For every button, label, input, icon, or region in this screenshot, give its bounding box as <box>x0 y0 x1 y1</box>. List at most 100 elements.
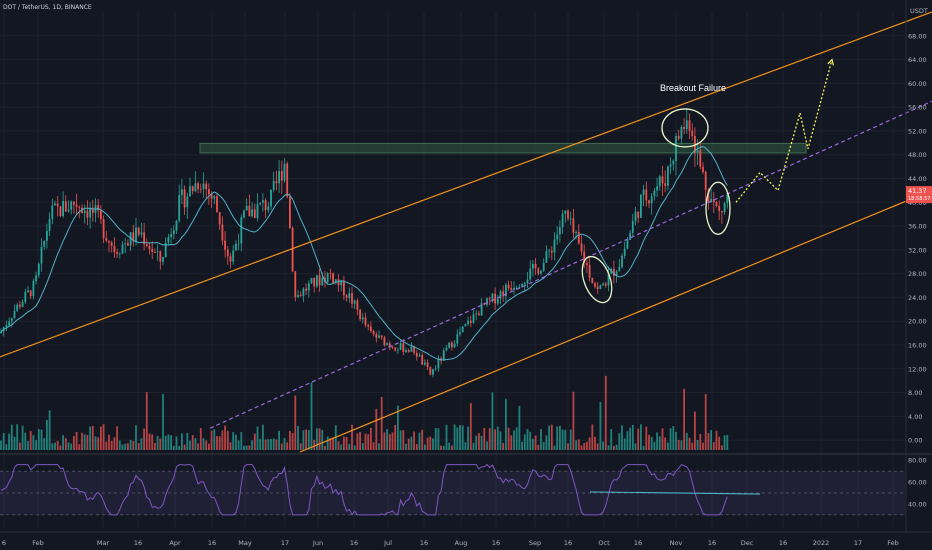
volume-bar <box>432 438 434 450</box>
volume-bar <box>583 443 586 450</box>
volume-bar <box>561 429 564 450</box>
candle-body <box>429 367 432 375</box>
volume-bar <box>145 392 148 450</box>
volume-bar <box>267 439 270 450</box>
candle-body <box>359 309 361 320</box>
volume-bar <box>94 436 97 450</box>
candle-body <box>604 283 607 286</box>
candle-body <box>397 349 399 351</box>
volume-bar <box>688 437 691 450</box>
volume-bar <box>372 442 375 450</box>
volume-bar <box>189 440 191 450</box>
candle-body <box>129 232 132 246</box>
candle-body <box>532 263 534 269</box>
volume-bar <box>356 433 359 450</box>
candle-body <box>613 268 615 276</box>
candle-body <box>356 300 359 310</box>
candle-body <box>310 277 313 284</box>
candle-body <box>191 186 194 192</box>
volume-bar <box>259 438 262 450</box>
volume-bar <box>421 429 424 450</box>
volume-bar <box>683 388 685 450</box>
candle-body <box>715 202 718 207</box>
recent-low-circle <box>705 181 731 235</box>
candle-body <box>361 317 364 320</box>
volume-bar <box>294 395 297 450</box>
candle-body <box>699 150 702 167</box>
volume-bar <box>615 444 618 450</box>
candle-body <box>181 189 183 195</box>
candle-body <box>642 189 645 195</box>
volume-bar <box>73 436 75 450</box>
candle-body <box>505 284 507 297</box>
volume-bar <box>410 436 413 450</box>
volume-bar <box>537 444 540 450</box>
candle-body <box>637 211 640 218</box>
candle-body <box>78 206 81 208</box>
volume-bar <box>488 428 491 450</box>
volume-bar <box>289 430 291 450</box>
time-tick-label: Jul <box>383 539 392 547</box>
candle-body <box>256 204 259 218</box>
channel-lower-line <box>299 189 932 453</box>
price-tick-label: 0.00 <box>908 437 922 445</box>
volume-bar <box>418 432 421 450</box>
volume-bar <box>51 443 54 450</box>
volume-bar <box>178 445 181 450</box>
candle-body <box>537 268 540 274</box>
candle-body <box>672 160 675 165</box>
volume-bar <box>526 429 529 450</box>
volume-bar <box>159 438 162 450</box>
volume-bar <box>631 424 634 450</box>
candle-body <box>262 200 264 203</box>
candle-body <box>577 231 580 244</box>
time-tick-label: May <box>238 539 252 547</box>
candle-body <box>113 245 116 253</box>
volume-bar <box>305 429 307 450</box>
volume-bar <box>181 433 183 450</box>
candle-body <box>675 136 677 161</box>
volume-bar <box>437 428 440 450</box>
volume-bar <box>451 445 453 450</box>
rsi-line <box>0 463 728 516</box>
volume-bar <box>429 436 432 450</box>
time-tick-label: Dec <box>741 539 754 547</box>
candle-body <box>615 271 618 276</box>
candle-body <box>548 250 550 252</box>
volume-bar <box>559 425 561 450</box>
candle-body <box>640 194 642 218</box>
volume-bar <box>154 442 156 450</box>
volume-bar <box>723 435 726 450</box>
candle-body <box>37 263 40 276</box>
volume-bar <box>464 442 467 450</box>
volume-bar <box>183 444 186 450</box>
candle-body <box>523 283 526 285</box>
volume-bar <box>302 430 305 450</box>
volume-bar <box>210 430 213 450</box>
volume-bar <box>556 426 559 450</box>
candle-body <box>567 210 569 219</box>
volume-bar <box>359 431 361 450</box>
volume-bar <box>480 435 483 450</box>
volume-bar <box>226 430 229 450</box>
volume-bar <box>310 382 313 450</box>
time-tick-label: Nov <box>670 539 683 547</box>
candle-body <box>159 251 162 262</box>
candle-body <box>67 209 70 212</box>
volume-bar <box>116 426 118 450</box>
candle-body <box>205 183 208 190</box>
volume-bar <box>459 425 461 450</box>
candle-body <box>121 244 124 254</box>
volume-bar <box>453 424 456 450</box>
volume-bar <box>521 441 523 450</box>
price-tick-label: 28.00 <box>908 270 927 278</box>
candle-body <box>658 176 661 187</box>
volume-bar <box>326 436 329 450</box>
candle-body <box>127 243 129 246</box>
volume-bar <box>253 433 256 450</box>
candle-body <box>75 204 78 207</box>
candle-body <box>43 240 46 247</box>
volume-bar <box>621 425 623 450</box>
